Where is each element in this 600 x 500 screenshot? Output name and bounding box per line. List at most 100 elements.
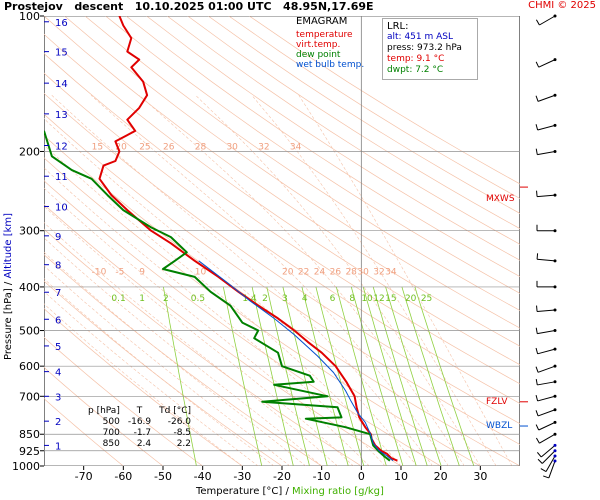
dry-adiabat <box>187 16 520 230</box>
wind-barb-flag <box>535 148 538 155</box>
moist-adiabat-label: 30 <box>357 267 369 277</box>
series-temperature <box>98 16 398 462</box>
dry-adiabat-label: 30 <box>226 142 238 152</box>
legend-item-temperature: temperature <box>296 30 353 40</box>
altitude-tick-label: 3 <box>55 392 61 403</box>
mixing-ratio-label: 20 <box>405 294 417 304</box>
datetime-label: 10.10.2025 01:00 UTC <box>134 0 272 13</box>
mode-label: descent <box>74 0 124 13</box>
wind-barb-flag <box>535 378 538 386</box>
moist-adiabat <box>44 278 275 466</box>
altitude-tick-label: 14 <box>55 79 68 90</box>
wind-barb-shaft <box>537 348 556 355</box>
wind-barb-shaft <box>537 258 556 262</box>
lrl-temp: temp: 9.1 °C <box>387 54 445 64</box>
background-grid: 15 20 25 26 28 30 32 34-10 -5 9 10 20 22 24 26 28 30 32 34… <box>44 16 520 466</box>
wind-barb-flag <box>535 395 539 402</box>
level-table-cell: 850 <box>102 439 120 449</box>
wind-barb-flag <box>543 475 550 479</box>
moist-adiabat-label: -10 <box>92 267 107 277</box>
wind-barb-dot <box>553 229 557 233</box>
wind-barb-dot <box>553 308 557 312</box>
x-axis-label: Temperature [°C] / Mixing ratio [g/kg] <box>196 486 384 497</box>
wind-barb-shaft <box>538 59 556 68</box>
moist-adiabat-label: 9 <box>139 267 145 277</box>
moist-adiabat-label: 26 <box>330 267 342 277</box>
lrl-dwpt: dwpt: 7.2 °C <box>387 65 444 75</box>
level-table-cell: -16.9 <box>127 417 152 427</box>
wind-barb-shaft <box>537 150 556 156</box>
altitude-tick-label: 16 <box>55 18 68 29</box>
wind-barb-flag <box>535 347 539 354</box>
wind-barb-shaft <box>545 455 556 472</box>
wind-barb-flag <box>535 327 538 334</box>
wind-barb-dot <box>553 408 557 412</box>
wind-barb-shaft <box>537 365 556 373</box>
moist-adiabat <box>195 94 481 466</box>
x-axis-label-mix: Mixing ratio [g/kg] <box>292 486 384 497</box>
plot-frame <box>44 16 520 466</box>
mixing-ratio-label: 2 <box>262 294 268 304</box>
x-tick-label: -40 <box>194 470 212 483</box>
level-table-col-t: T <box>136 406 143 416</box>
x-tick-label: 0 <box>358 470 365 483</box>
wind-barb-dot <box>553 394 557 398</box>
x-tick-label: -30 <box>233 470 251 483</box>
mixing-ratio-label: 1 <box>139 294 145 304</box>
altitude-tick-label: 11 <box>55 172 68 183</box>
mixing-ratio-label: 12 <box>373 294 384 304</box>
legend-item-wet-bulb: wet bulb temp. <box>296 60 365 70</box>
wind-barb-shaft <box>537 409 556 417</box>
x-tick-label: -60 <box>114 470 132 483</box>
altitude-tick-label: 12 <box>55 142 68 153</box>
moist-adiabat-label: 20 <box>282 267 294 277</box>
mixing-ratio-label: 4 <box>302 294 308 304</box>
wind-barb-dot <box>553 449 557 453</box>
wind-barb-dot <box>553 432 557 436</box>
dry-adiabat <box>44 33 520 366</box>
level-table-cell: 700 <box>102 428 120 438</box>
wind-barb-flag <box>536 452 542 458</box>
y-tick-label: 100 <box>19 10 40 23</box>
level-table-row: 500 -16.9 -26.0 <box>84 417 195 428</box>
coords-label: 48.95N,17.69E <box>283 0 374 13</box>
moist-adiabat-label: 22 <box>298 267 309 277</box>
lrl-press: press: 973.2 hPa <box>387 43 462 53</box>
y-tick-label: 925 <box>19 445 40 458</box>
wind-barb-flag <box>535 410 539 417</box>
wind-barb-flag <box>536 253 539 260</box>
wind-barb-flag <box>535 366 539 373</box>
legend-item-dew-point: dew point <box>296 50 341 60</box>
y-tick-label: 1000 <box>12 460 40 473</box>
wbzl-label: WBZL <box>486 421 513 431</box>
dry-adiabat-label: 26 <box>163 142 175 152</box>
level-table-cell: 500 <box>102 417 120 427</box>
wind-barb-shaft <box>537 309 556 313</box>
wind-barb-dot <box>553 14 557 18</box>
x-tick-label: -70 <box>75 470 93 483</box>
wind-barb-dot <box>553 329 557 333</box>
series-dew-point <box>44 130 391 462</box>
wind-barb-dot <box>553 93 557 97</box>
wind-barb-flag <box>535 61 540 68</box>
moist-adiabat <box>44 265 291 466</box>
moist-adiabat <box>44 291 259 466</box>
mixing-ratio-label: 15 <box>385 294 396 304</box>
dry-adiabat-label: 20 <box>115 142 127 152</box>
altitude-tick-label: 6 <box>55 315 61 326</box>
altitude-tick-label: 15 <box>55 48 68 59</box>
dry-adiabat <box>228 16 520 199</box>
altitude-tick-label: 1 <box>55 441 61 452</box>
wind-barb-flag <box>536 305 538 312</box>
wind-barb-shaft <box>537 381 556 386</box>
x-tick-label: -20 <box>273 470 291 483</box>
wind-barb-shaft <box>537 395 556 402</box>
wind-barb-flag <box>535 95 539 102</box>
altitude-tick-label: 2 <box>55 417 61 428</box>
y-axis-label-pressure: Pressure [hPa] <box>3 288 14 360</box>
wind-barb-shaft <box>537 94 556 102</box>
altitude-tick-label: 8 <box>55 261 61 272</box>
dry-adiabat <box>166 16 520 245</box>
dry-adiabat-label: 15 <box>92 142 103 152</box>
